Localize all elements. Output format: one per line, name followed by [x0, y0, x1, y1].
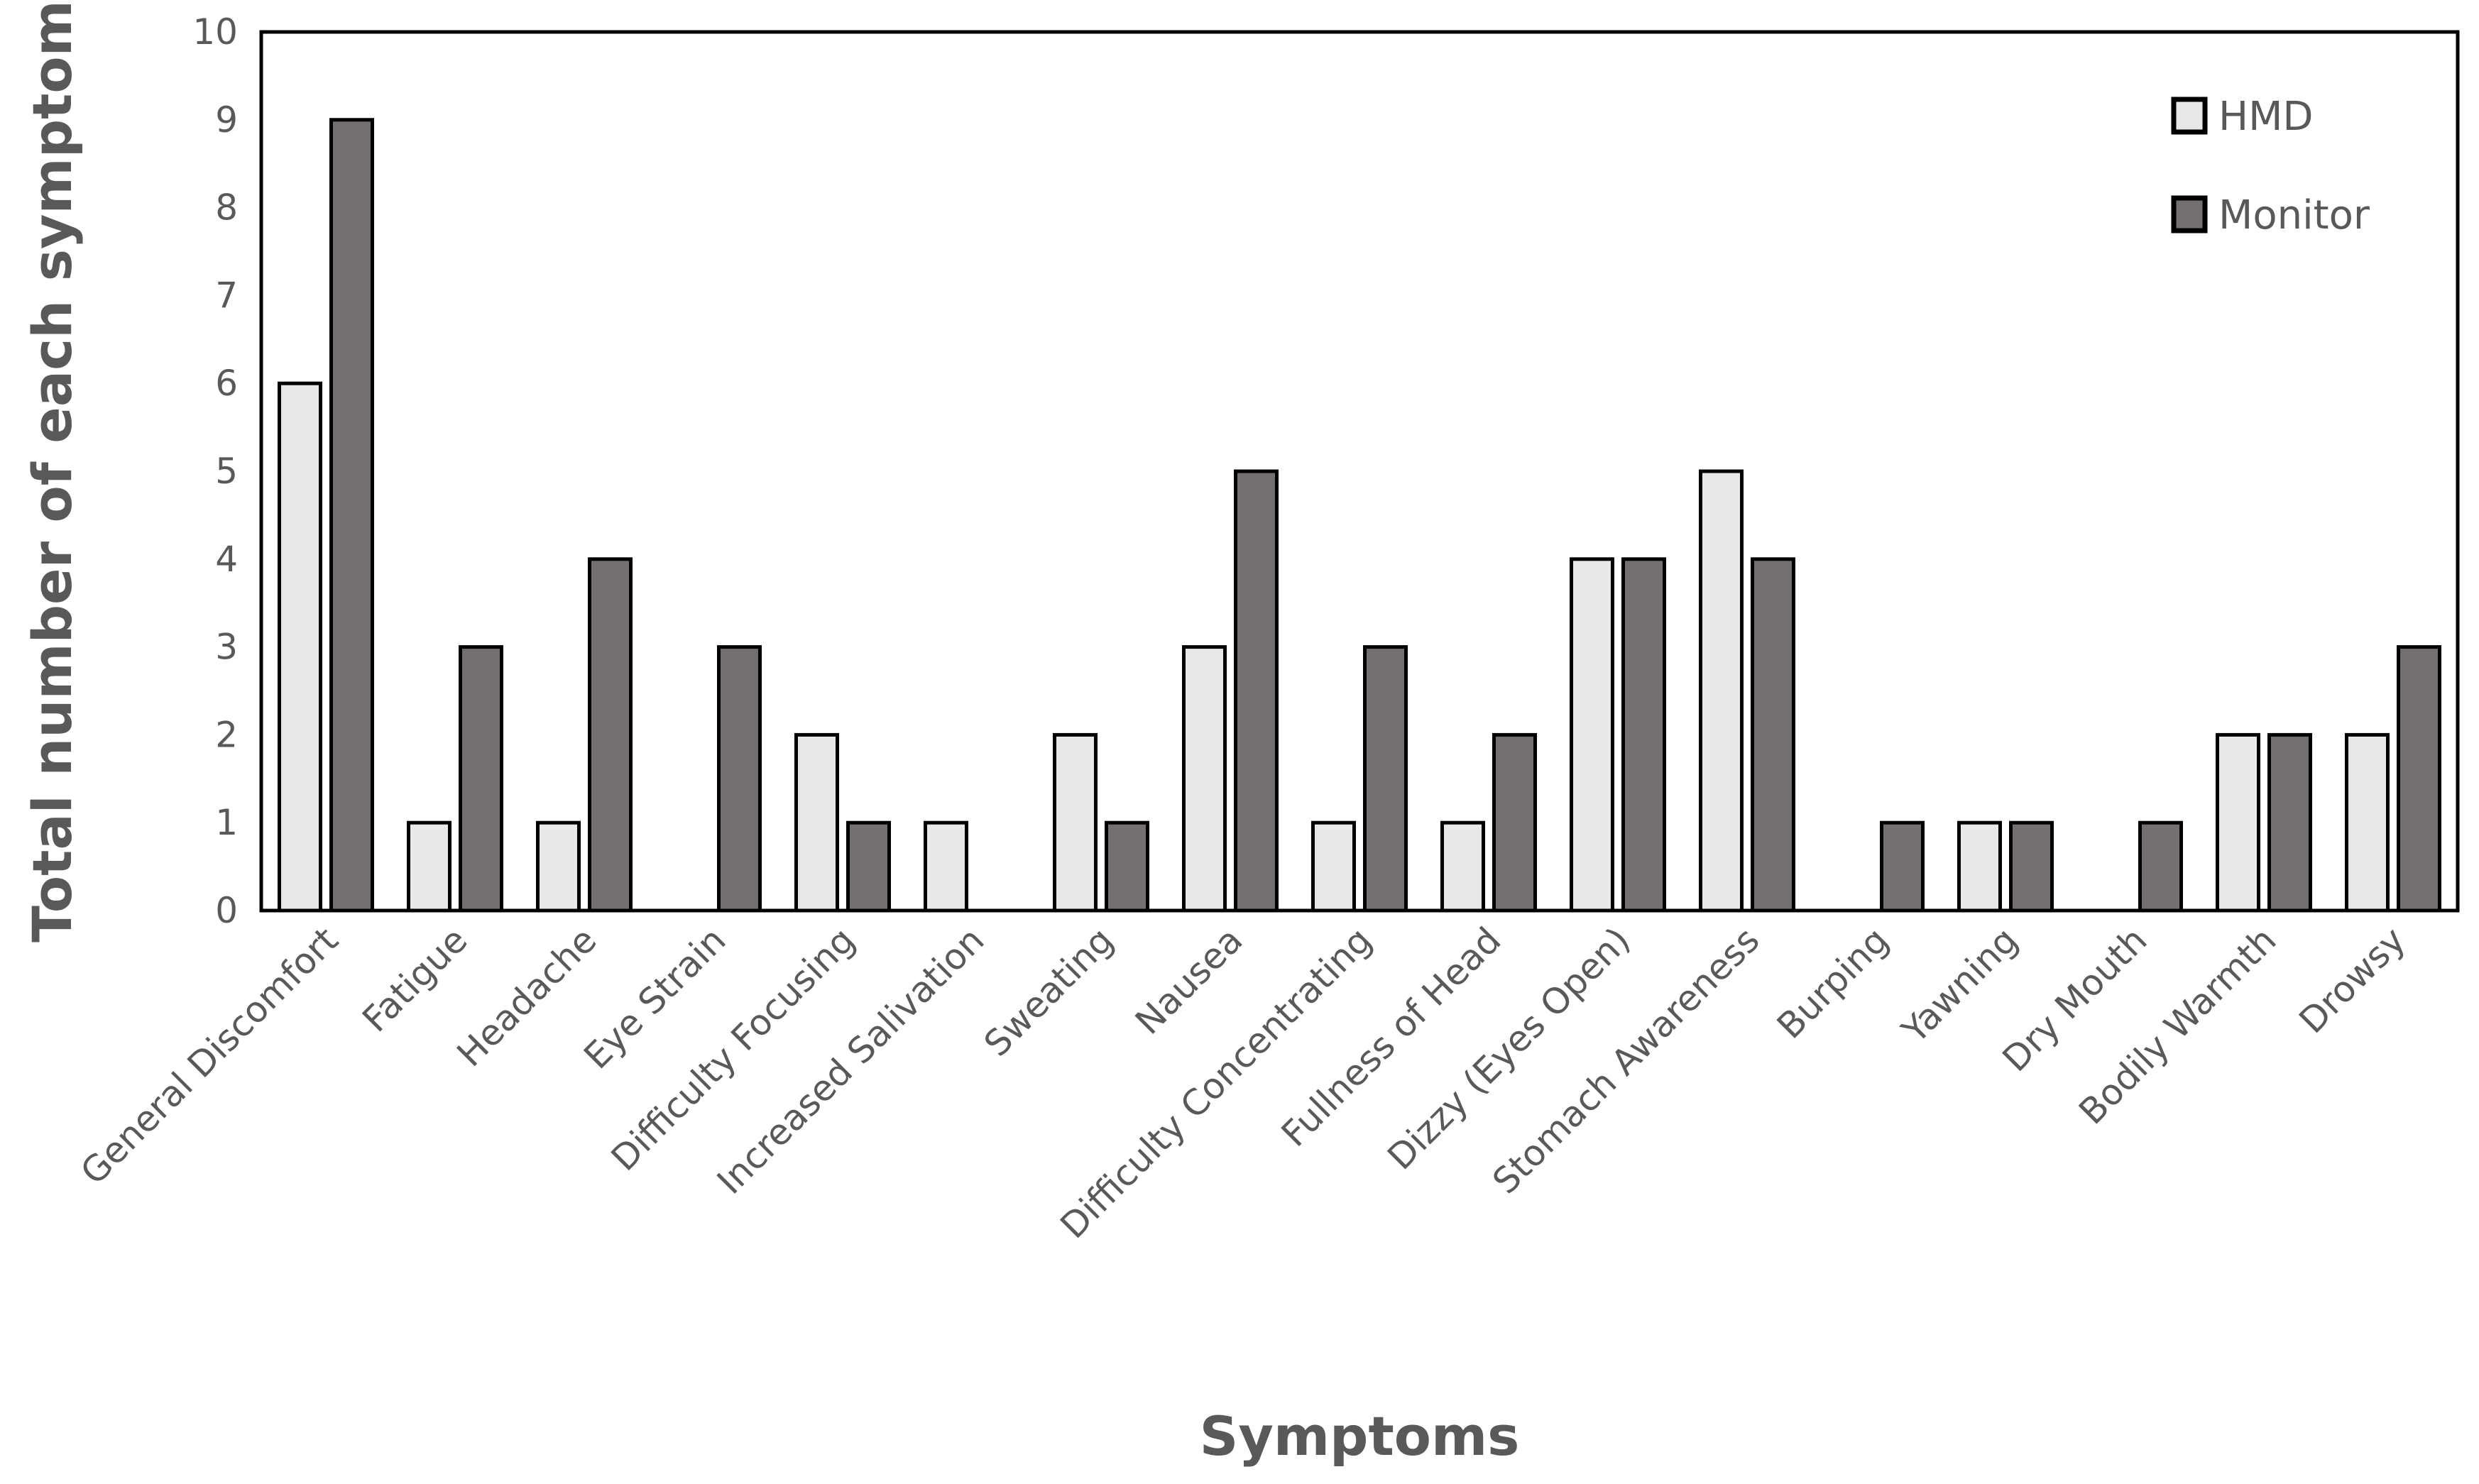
bar-hmd-fatigue — [407, 820, 452, 913]
bar-monitor-dry-mouth — [2138, 820, 2183, 913]
bar-monitor-bodily-warmth — [2267, 732, 2312, 913]
y-tick-labels: 0 1 2 3 4 5 6 7 8 9 10 — [192, 11, 238, 931]
bar-hmd-dizzy-eyes-open- — [1570, 557, 1614, 913]
bar-monitor-yawning — [2009, 820, 2054, 913]
x-tick-label: Difficulty Focusing — [603, 919, 863, 1179]
x-tick-label: Increased Salivation — [709, 919, 992, 1202]
bar-monitor-headache — [588, 557, 633, 913]
y-tick-label: 3 — [215, 627, 238, 668]
x-tick-label: Drowsy — [2292, 919, 2414, 1041]
bar-monitor-burping — [1880, 820, 1925, 913]
bar-hmd-difficulty-concentrating — [1311, 820, 1356, 913]
x-axis-title: Symptoms — [1200, 1405, 1520, 1468]
y-tick-label: 8 — [215, 187, 238, 229]
legend-swatch-hmd — [2171, 97, 2208, 135]
bar-hmd-stomach-awareness — [1699, 469, 1744, 913]
bar-monitor-nausea — [1234, 469, 1279, 913]
bar-hmd-nausea — [1182, 645, 1227, 913]
y-tick-label: 5 — [215, 451, 238, 492]
bar-monitor-drowsy — [2397, 645, 2441, 913]
legend-label-hmd: HMD — [2218, 94, 2314, 140]
y-tick-label: 1 — [215, 802, 238, 843]
bar-monitor-eye-strain — [717, 645, 762, 913]
bar-monitor-general-discomfort — [329, 118, 374, 913]
x-tick-label: Dizzy (Eyes Open) — [1379, 919, 1638, 1177]
bar-monitor-stomach-awareness — [1751, 557, 1795, 913]
y-tick-label: 10 — [192, 11, 238, 53]
bar-monitor-difficulty-concentrating — [1363, 645, 1408, 913]
x-tick-label: Stomach Awareness — [1484, 919, 1767, 1202]
y-tick-label: 4 — [215, 539, 238, 580]
x-tick-label: Sweating — [976, 919, 1121, 1064]
bar-hmd-bodily-warmth — [2216, 732, 2260, 913]
x-tick-label: Nausea — [1127, 919, 1250, 1042]
bar-monitor-fatigue — [459, 645, 503, 913]
bar-hmd-drowsy — [2345, 732, 2390, 913]
legend-label-monitor: Monitor — [2218, 192, 2370, 238]
bar-hmd-difficulty-focusing — [794, 732, 839, 913]
y-tick-label: 7 — [215, 275, 238, 316]
plot-frame — [259, 30, 2460, 913]
bar-hmd-general-discomfort — [278, 381, 322, 913]
x-tick-label: Fatigue — [354, 919, 475, 1040]
bar-hmd-increased-salivation — [924, 820, 968, 913]
y-tick-label: 9 — [215, 99, 238, 141]
y-tick-label: 6 — [215, 363, 238, 404]
y-tick-label: 0 — [215, 890, 238, 931]
bar-monitor-fullness-of-head — [1492, 732, 1537, 913]
x-tick-label: Burping — [1769, 919, 1896, 1046]
y-axis-title: Total number of each symptom — [21, 0, 84, 942]
legend: HMD Monitor — [2171, 94, 2370, 238]
bar-hmd-headache — [536, 820, 581, 913]
x-tick-label: General Discomfort — [72, 919, 346, 1192]
bar-monitor-difficulty-focusing — [846, 820, 891, 913]
legend-swatch-monitor — [2171, 195, 2208, 233]
bar-monitor-sweating — [1105, 820, 1149, 913]
x-tick-label: Yawning — [1893, 919, 2025, 1051]
bar-hmd-fullness-of-head — [1440, 820, 1485, 913]
y-tick-label: 2 — [215, 714, 238, 755]
bar-hmd-sweating — [1053, 732, 1098, 913]
x-tick-label: Fullness of Head — [1274, 919, 1509, 1154]
bar-hmd-yawning — [1957, 820, 2002, 913]
bars — [278, 118, 2441, 913]
bar-monitor-dizzy-eyes-open- — [1621, 557, 1666, 913]
